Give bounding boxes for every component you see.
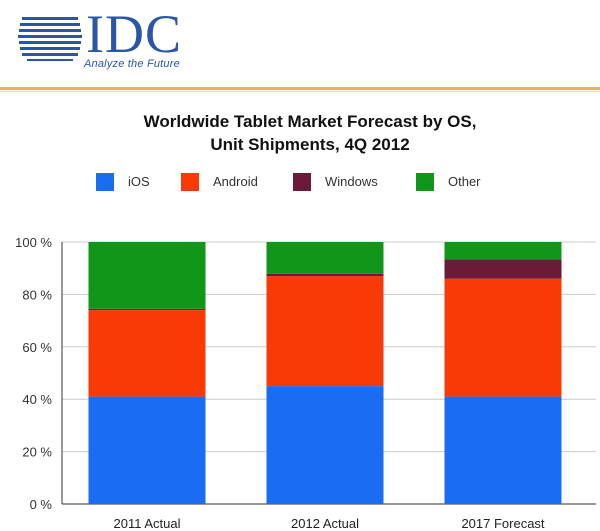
header-divider: [0, 87, 600, 90]
header-divider-thin: [0, 91, 600, 92]
y-tick-label: 100 %: [15, 235, 52, 250]
chart-title: Worldwide Tablet Market Forecast by OS, …: [0, 110, 600, 156]
bar-windows-2017-forecast: [444, 259, 562, 279]
legend-label-other: Other: [448, 174, 481, 189]
legend-label-android: Android: [213, 174, 258, 189]
bar-android-2011-actual: [88, 310, 206, 397]
chart-title-line-2: Unit Shipments, 4Q 2012: [210, 135, 410, 154]
chart-legend: iOS Android Windows Other: [0, 172, 600, 192]
brand-logo-text[interactable]: IDC: [86, 4, 182, 64]
bar-other-2017-forecast: [444, 242, 562, 260]
bar-android-2017-forecast: [444, 278, 562, 397]
bar-windows-2011-actual: [88, 308, 206, 311]
bar-ios-2011-actual: [88, 396, 206, 504]
legend-label-windows: Windows: [325, 174, 378, 189]
bar-windows-2012-actual: [266, 273, 384, 277]
x-tick-label: 2011 Actual: [114, 516, 181, 531]
header: IDC Analyze the Future: [0, 0, 600, 92]
y-tick-label: 60 %: [22, 340, 52, 355]
y-tick-label: 0 %: [30, 497, 53, 512]
bar-ios-2012-actual: [266, 386, 384, 504]
y-tick-label: 40 %: [22, 392, 52, 407]
legend-swatch-ios: [96, 173, 114, 191]
brand-tagline: Analyze the Future: [84, 58, 180, 70]
chart-title-line-1: Worldwide Tablet Market Forecast by OS,: [143, 112, 477, 131]
x-tick-label: 2017 Forecast: [461, 516, 544, 531]
bar-other-2011-actual: [88, 242, 206, 309]
bar-other-2012-actual: [266, 242, 384, 274]
bar-ios-2017-forecast: [444, 396, 562, 504]
x-tick-label: 2012 Actual: [291, 516, 359, 531]
legend-swatch-other: [416, 173, 434, 191]
y-tick-label: 20 %: [22, 445, 52, 460]
globe-logo-icon: [18, 13, 82, 63]
legend-swatch-windows: [293, 173, 311, 191]
legend-swatch-android: [181, 173, 199, 191]
y-tick-label: 80 %: [22, 287, 52, 302]
legend-label-ios: iOS: [128, 174, 150, 189]
bar-android-2012-actual: [266, 276, 384, 387]
